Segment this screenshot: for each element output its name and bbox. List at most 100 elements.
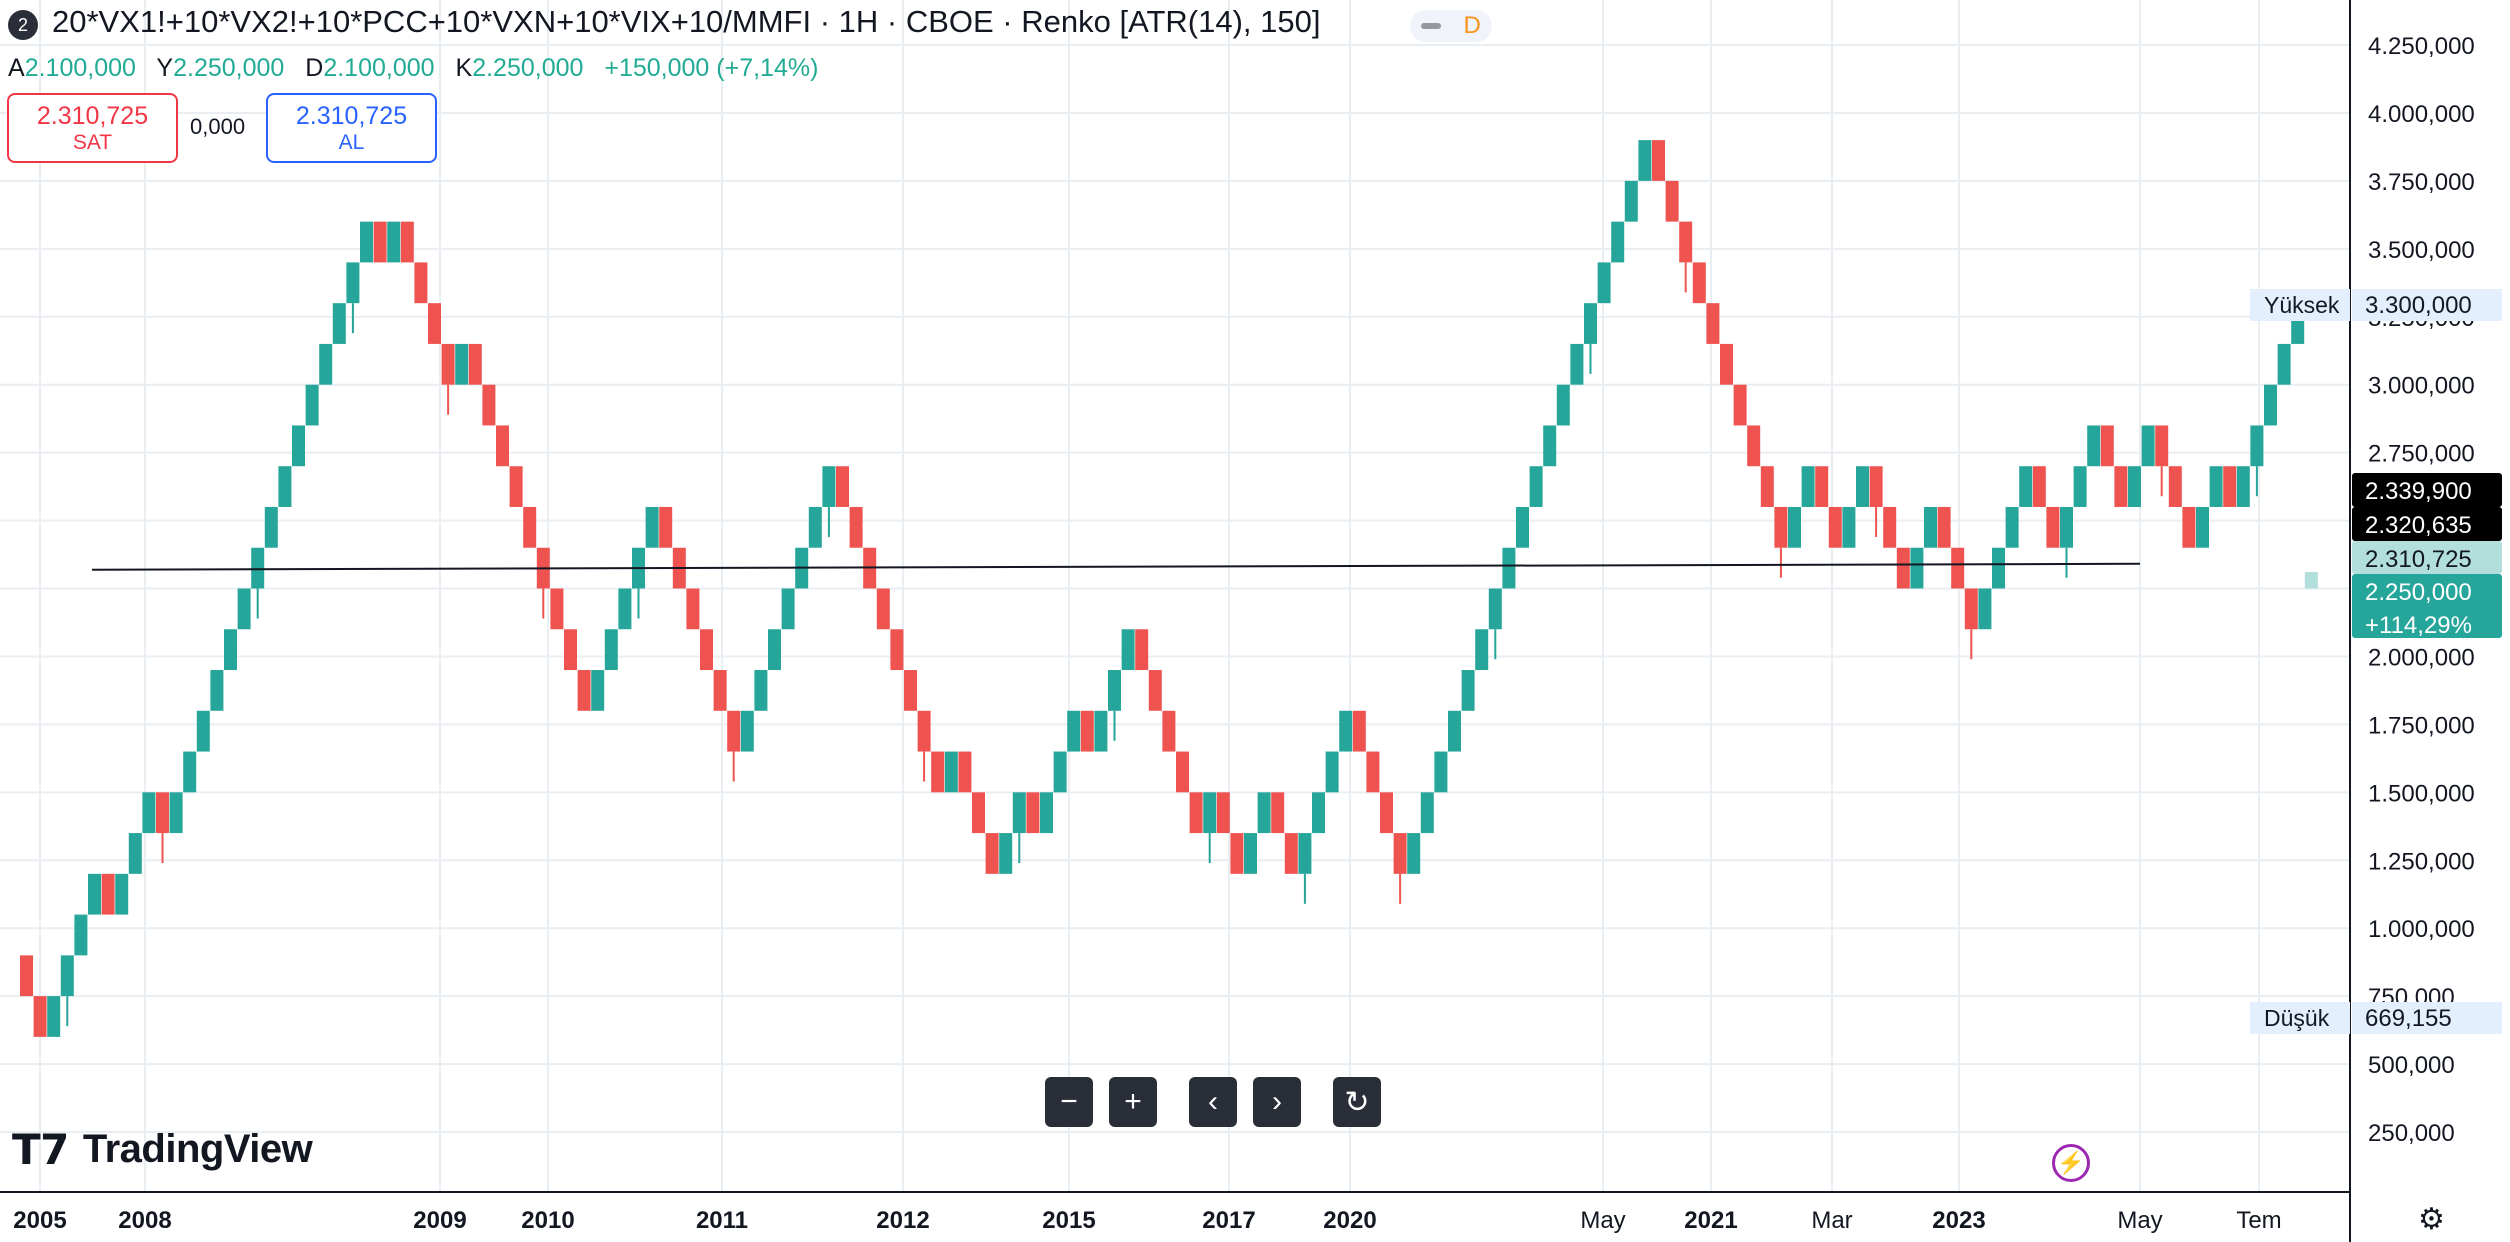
scroll-left-button[interactable]: ‹	[1189, 1077, 1237, 1127]
renko-brick	[1815, 466, 1829, 507]
renko-brick	[1842, 506, 1856, 548]
renko-brick	[224, 629, 237, 671]
renko-brick	[618, 588, 632, 630]
renko-brick	[346, 262, 360, 304]
renko-brick	[1883, 506, 1897, 548]
renko-brick	[754, 670, 768, 711]
chevron-left-icon: ‹	[1208, 1085, 1218, 1118]
scroll-right-button[interactable]: ›	[1253, 1077, 1301, 1127]
x-tick-label: 2009	[413, 1207, 466, 1234]
session-low-label: Düşük 669,155	[2250, 1002, 2502, 1034]
x-tick-label: 2010	[521, 1207, 574, 1234]
chart-title[interactable]: 20*VX1!+10*VX2!+10*PCC+10*VXN+10*VIX+10/…	[52, 4, 1321, 39]
renko-brick	[1733, 384, 1747, 426]
svg-text:2.320,635: 2.320,635	[2365, 512, 2472, 539]
settings-gear-icon[interactable]: ⚙	[2418, 1203, 2445, 1236]
renko-brick	[33, 996, 47, 1037]
renko-brick	[183, 751, 197, 793]
svg-text:Düşük: Düşük	[2264, 1005, 2330, 1031]
renko-brick	[972, 792, 985, 834]
renko-brick	[360, 221, 373, 263]
renko-brick	[128, 833, 142, 874]
renko-brick	[1257, 792, 1271, 834]
renko-brick	[2032, 466, 2046, 507]
change-value: +150,000 (+7,14%)	[604, 54, 819, 82]
renko-brick	[1094, 710, 1108, 752]
renko-brick	[2019, 466, 2033, 507]
zoom-in-button[interactable]: +	[1109, 1077, 1157, 1127]
minus-icon	[1421, 23, 1442, 29]
x-tick-label: 2012	[876, 1207, 929, 1234]
renko-brick	[1856, 466, 1869, 507]
symbol-badge[interactable]: 2	[8, 10, 38, 40]
renko-brick	[1244, 833, 1257, 874]
logo-text: TradingView	[82, 1127, 313, 1171]
high-value: 2.250,000	[173, 54, 285, 82]
sell-label: SAT	[72, 131, 113, 154]
buy-price: 2.310,725	[295, 102, 408, 130]
x-tick-label: Tem	[2236, 1207, 2281, 1234]
renko-brick	[768, 629, 781, 671]
renko-brick	[496, 425, 509, 467]
status-pill[interactable]: D	[1410, 10, 1492, 42]
renko-brick	[1570, 343, 1584, 385]
renko-brick	[1393, 833, 1407, 874]
renko-brick	[1529, 466, 1543, 507]
renko-brick	[1312, 792, 1325, 834]
svg-text:2.339,900: 2.339,900	[2365, 478, 2472, 505]
x-tick-label: 2023	[1932, 1207, 1985, 1234]
renko-brick	[1298, 833, 1312, 874]
renko-brick	[958, 751, 972, 793]
y-tick-label: 4.000,000	[2368, 101, 2475, 128]
price-tag-1: 2.339,900	[2352, 473, 2502, 507]
renko-brick	[604, 629, 618, 671]
renko-brick	[1502, 547, 1516, 589]
renko-brick	[1543, 425, 1557, 467]
renko-brick	[700, 629, 713, 671]
renko-brick	[1040, 792, 1053, 834]
renko-brick	[985, 833, 999, 874]
renko-brick	[890, 629, 904, 671]
zoom-out-button[interactable]: −	[1045, 1077, 1093, 1127]
renko-brick	[101, 873, 115, 915]
tradingview-logo[interactable]: 𝗧𝟳 TradingView	[12, 1125, 313, 1174]
renko-brick	[319, 343, 333, 385]
renko-brick	[1148, 670, 1162, 711]
buy-button[interactable]: 2.310,725 AL	[266, 93, 437, 163]
renko-brick	[713, 670, 727, 711]
renko-brick	[278, 466, 292, 507]
renko-brick	[74, 914, 88, 956]
renko-brick	[1597, 262, 1611, 304]
renko-brick	[1067, 710, 1081, 752]
renko-brick	[142, 792, 156, 834]
renko-brick	[1760, 466, 1774, 507]
y-tick-label: 3.000,000	[2368, 373, 2475, 400]
renko-brick	[1556, 384, 1570, 426]
renko-brick	[1080, 710, 1094, 752]
renko-brick	[292, 425, 305, 467]
renko-brick	[2060, 506, 2073, 548]
renko-brick	[400, 221, 414, 263]
renko-brick	[550, 588, 564, 630]
renko-brick	[1992, 547, 2005, 589]
renko-brick	[1012, 792, 1026, 834]
sell-button[interactable]: 2.310,725 SAT	[7, 93, 178, 163]
low-value: 2.100,000	[323, 54, 435, 82]
renko-brick	[1488, 588, 1502, 630]
plus-icon: +	[1124, 1085, 1142, 1118]
renko-brick	[20, 955, 33, 997]
lightning-icon[interactable]: ⚡	[2052, 1144, 2090, 1182]
renko-brick	[88, 873, 101, 915]
renko-brick	[1611, 221, 1625, 263]
svg-text:2.250,000: 2.250,000	[2365, 579, 2472, 606]
y-tick-label: 2.750,000	[2368, 441, 2475, 468]
renko-brick	[1801, 466, 1815, 507]
renko-brick	[645, 506, 659, 548]
renko-brick	[808, 506, 822, 548]
renko-brick	[2100, 425, 2114, 467]
renko-brick	[1937, 506, 1951, 548]
renko-brick	[1053, 751, 1067, 793]
y-tick-label: 1.250,000	[2368, 848, 2475, 875]
reset-chart-button[interactable]: ↻	[1333, 1077, 1381, 1127]
